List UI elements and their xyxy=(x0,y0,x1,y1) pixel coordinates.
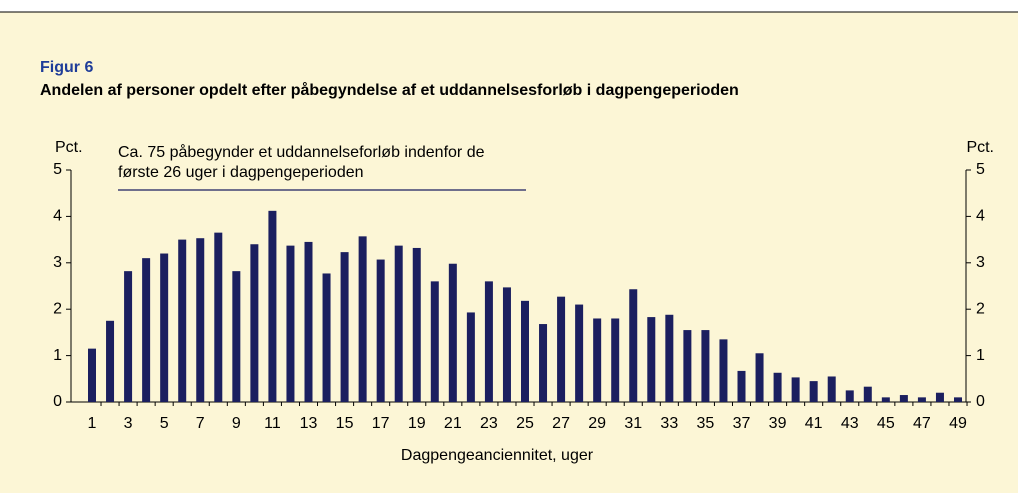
x-tick-label: 1 xyxy=(88,415,97,432)
bar xyxy=(881,397,890,402)
bar xyxy=(575,304,584,402)
bar xyxy=(484,281,493,402)
y-tick-label: 1 xyxy=(53,347,62,364)
bar xyxy=(160,253,169,402)
x-tick-label: 13 xyxy=(300,415,318,432)
y2-tick-label: 2 xyxy=(976,300,985,317)
bar xyxy=(448,263,457,402)
x-tick-label: 3 xyxy=(124,415,133,432)
bar xyxy=(412,247,421,402)
bar xyxy=(430,281,439,402)
bar xyxy=(142,258,151,402)
bar xyxy=(539,324,548,402)
y-tick-label: 5 xyxy=(53,161,62,178)
bar xyxy=(196,238,205,402)
x-tick-label: 35 xyxy=(697,415,715,432)
bar xyxy=(809,381,818,402)
bar xyxy=(827,376,836,402)
bar xyxy=(124,271,133,402)
bar xyxy=(845,390,854,402)
x-tick-label: 5 xyxy=(160,415,169,432)
y-tick-label: 3 xyxy=(53,254,62,271)
figure-label: Figur 6 xyxy=(40,59,93,76)
bar xyxy=(322,273,331,402)
x-tick-label: 47 xyxy=(913,415,931,432)
bar xyxy=(178,239,187,402)
x-tick-label: 23 xyxy=(480,415,498,432)
x-tick-label: 27 xyxy=(552,415,570,432)
bar xyxy=(521,300,529,402)
x-tick-label: 19 xyxy=(408,415,426,432)
bar xyxy=(935,392,944,402)
bar xyxy=(773,372,782,402)
bar xyxy=(466,312,475,402)
y-tick-label: 2 xyxy=(53,300,62,317)
bar xyxy=(376,259,385,402)
x-tick-label: 39 xyxy=(769,415,787,432)
bar xyxy=(232,271,241,402)
bar xyxy=(502,287,511,402)
x-tick-label: 49 xyxy=(949,415,967,432)
x-tick-label: 43 xyxy=(841,415,859,432)
x-tick-label: 17 xyxy=(372,415,390,432)
x-tick-label: 11 xyxy=(264,415,281,432)
background xyxy=(0,12,1018,493)
bar xyxy=(629,289,638,402)
x-tick-label: 7 xyxy=(196,415,205,432)
annotation: Ca. 75 påbegynder et uddannelseforløb in… xyxy=(118,143,485,161)
bar xyxy=(863,386,872,402)
y2-tick-label: 3 xyxy=(976,254,985,271)
bar xyxy=(214,232,223,402)
x-axis-label: Dagpengeanciennitet, uger xyxy=(401,447,594,464)
x-tick-label: 9 xyxy=(232,415,241,432)
bar xyxy=(899,395,908,402)
y-tick-label: 4 xyxy=(53,208,62,225)
bar xyxy=(791,377,800,402)
x-tick-label: 15 xyxy=(336,415,354,432)
bar xyxy=(394,245,403,402)
y2-tick-label: 1 xyxy=(976,347,985,364)
bar xyxy=(286,245,295,402)
bar xyxy=(954,397,962,402)
x-tick-label: 31 xyxy=(624,415,642,432)
bar xyxy=(304,241,313,402)
bar xyxy=(106,320,115,402)
bar xyxy=(358,236,367,402)
bar xyxy=(917,397,926,402)
y2-tick-label: 0 xyxy=(976,393,985,410)
y2-axis-label: Pct. xyxy=(966,139,994,156)
bar xyxy=(557,296,566,402)
bar xyxy=(88,348,96,402)
x-tick-label: 37 xyxy=(733,415,751,432)
bar xyxy=(737,370,746,402)
y2-tick-label: 5 xyxy=(976,161,985,178)
x-tick-label: 45 xyxy=(877,415,895,432)
bar xyxy=(755,353,764,402)
x-tick-label: 25 xyxy=(516,415,534,432)
x-tick-label: 41 xyxy=(805,415,823,432)
bar xyxy=(665,314,674,402)
y-axis-label: Pct. xyxy=(55,139,83,156)
x-tick-label: 21 xyxy=(444,415,462,432)
bar xyxy=(250,244,259,402)
bar xyxy=(340,252,349,402)
annotation: første 26 uger i dagpengeperioden xyxy=(118,164,364,181)
bar xyxy=(611,318,620,402)
bar xyxy=(268,210,277,402)
x-tick-label: 29 xyxy=(588,415,606,432)
bar xyxy=(719,339,728,402)
bar xyxy=(683,330,692,402)
bar xyxy=(701,330,710,402)
x-tick-label: 33 xyxy=(660,415,678,432)
bar xyxy=(647,317,656,402)
y2-tick-label: 4 xyxy=(976,208,985,225)
bar xyxy=(593,318,602,402)
y-tick-label: 0 xyxy=(53,393,62,410)
chart-title: Andelen af personer opdelt efter påbegyn… xyxy=(40,81,739,99)
